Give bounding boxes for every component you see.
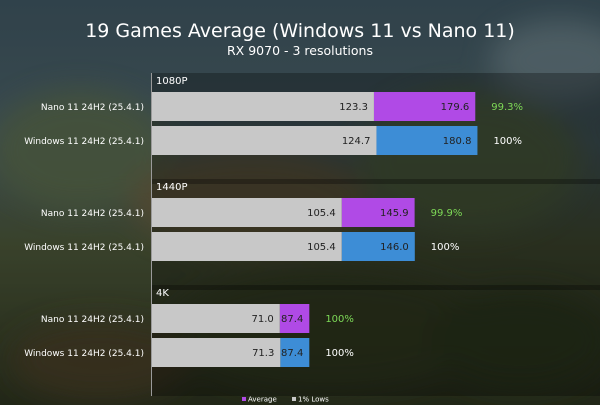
bar-average (280, 338, 310, 367)
bar-lows (152, 304, 280, 333)
category-label: Nano 11 24H2 (25.4.1) (41, 315, 144, 325)
chart-subtitle: RX 9070 - 3 resolutions (227, 43, 373, 58)
value-label-average: 179.6 (441, 102, 470, 113)
legend-label-lows: 1% Lows (298, 396, 329, 404)
legend-swatch-lows (292, 397, 296, 401)
legend-label-average: Average (248, 396, 277, 404)
chart-title: 19 Games Average (Windows 11 vs Nano 11) (85, 20, 515, 42)
legend-swatch-average (242, 397, 246, 401)
group-label: 1440P (156, 182, 187, 193)
bar-average (341, 198, 415, 227)
group-label: 1080P (156, 76, 187, 87)
value-label-average: 145.9 (380, 208, 409, 219)
legend: Average 1% Lows (242, 396, 329, 404)
category-label: Windows 11 24H2 (25.4.1) (24, 137, 144, 147)
value-label-lows: 124.7 (342, 136, 371, 147)
category-label: Windows 11 24H2 (25.4.1) (24, 349, 144, 359)
percent-label: 100% (431, 242, 460, 253)
bar-average (341, 232, 415, 261)
category-label: Windows 11 24H2 (25.4.1) (24, 243, 144, 253)
value-label-average: 87.4 (281, 348, 303, 359)
percent-label: 100% (493, 136, 522, 147)
bar-lows (152, 92, 374, 121)
value-label-lows: 105.4 (307, 208, 336, 219)
value-label-lows: 105.4 (307, 242, 336, 253)
value-label-average: 87.4 (281, 314, 303, 325)
group-label: 4K (156, 288, 169, 299)
percent-label: 100% (325, 314, 354, 325)
plot-area: 1080P Nano 11 24H2 (25.4.1) 123.3 179.6 99.3… (24, 73, 600, 396)
bar-average (279, 304, 310, 333)
value-label-average: 146.0 (380, 242, 409, 253)
value-label-lows: 123.3 (339, 102, 368, 113)
value-label-lows: 71.0 (252, 314, 274, 325)
percent-label: 99.9% (431, 208, 463, 219)
bar-lows (152, 198, 342, 227)
category-label: Nano 11 24H2 (25.4.1) (41, 103, 144, 113)
bar-lows (152, 232, 342, 261)
percent-label: 99.3% (491, 102, 523, 113)
bar-average (376, 126, 478, 155)
value-label-lows: 71.3 (252, 348, 274, 359)
percent-label: 100% (325, 348, 354, 359)
bar-average (373, 92, 476, 121)
bar-lows (152, 338, 281, 367)
category-label: Nano 11 24H2 (25.4.1) (41, 209, 144, 219)
value-label-average: 180.8 (443, 136, 472, 147)
bar-lows (152, 126, 377, 155)
